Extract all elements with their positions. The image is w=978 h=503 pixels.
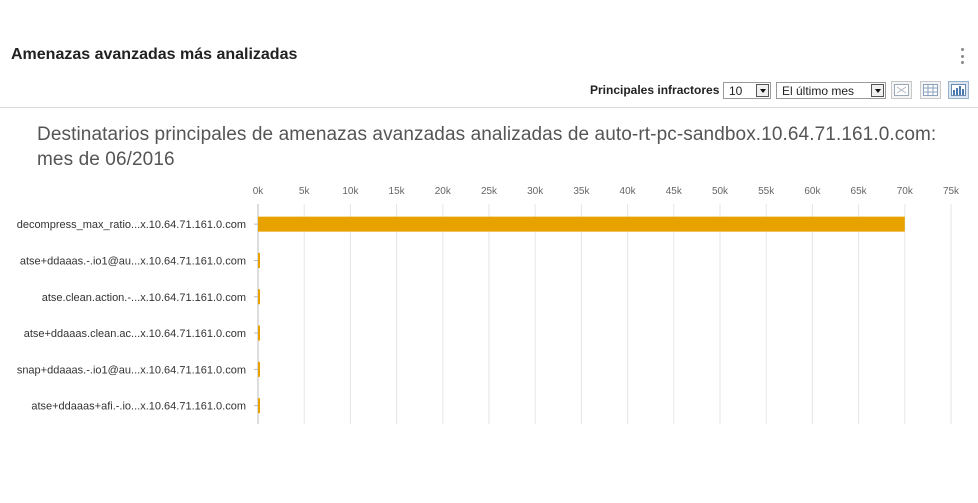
x-tick-label: 0k xyxy=(253,186,265,197)
x-tick-label: 25k xyxy=(481,186,498,197)
x-tick-label: 45k xyxy=(666,186,683,197)
x-tick-label: 75k xyxy=(943,186,960,197)
bar xyxy=(258,216,905,232)
x-tick-label: 70k xyxy=(897,186,914,197)
x-tick-label: 60k xyxy=(804,186,821,197)
category-label: decompress_max_ratio...x.10.64.71.161.0.… xyxy=(17,219,246,231)
category-label: atse.clean.action.-...x.10.64.71.161.0.c… xyxy=(42,292,246,304)
period-select[interactable]: El último mes xyxy=(776,82,886,99)
x-tick-label: 35k xyxy=(573,186,590,197)
grid-view-button[interactable] xyxy=(920,81,941,99)
x-tick-label: 30k xyxy=(527,186,544,197)
category-label: snap+ddaaas.-.io1@au...x.10.64.71.161.0.… xyxy=(17,364,246,376)
bar xyxy=(258,361,260,377)
chevron-down-icon xyxy=(871,84,884,97)
table-view-icon xyxy=(894,84,909,96)
bar-chart-view-button[interactable] xyxy=(948,81,969,99)
period-value: El último mes xyxy=(782,84,855,98)
header-divider xyxy=(0,107,978,108)
widget-title: Amenazas avanzadas más analizadas xyxy=(11,46,298,63)
chart-title: Destinatarios principales de amenazas av… xyxy=(37,124,937,170)
x-tick-label: 10k xyxy=(342,186,359,197)
x-tick-label: 50k xyxy=(712,186,729,197)
x-tick-label: 40k xyxy=(620,186,637,197)
more-options-icon[interactable] xyxy=(959,48,965,64)
top-count-value: 10 xyxy=(729,84,743,98)
x-tick-label: 65k xyxy=(851,186,868,197)
bar xyxy=(258,289,260,305)
top-offenders-label: Principales infractores xyxy=(590,83,720,97)
category-label: atse+ddaaas.clean.ac...x.10.64.71.161.0.… xyxy=(24,328,246,340)
grid-view-icon xyxy=(923,84,938,96)
bar xyxy=(258,252,260,268)
chevron-down-icon xyxy=(756,84,769,97)
top-count-select[interactable]: 10 xyxy=(723,82,771,99)
table-view-button[interactable] xyxy=(891,81,912,99)
chart-toolbar: Principales infractores 10 El último mes xyxy=(0,80,978,102)
x-tick-label: 15k xyxy=(389,186,406,197)
category-label: atse+ddaaas.-.io1@au...x.10.64.71.161.0.… xyxy=(20,255,246,267)
bar xyxy=(258,398,260,414)
bar xyxy=(258,325,260,341)
category-label: atse+ddaaas+afi.-.io...x.10.64.71.161.0.… xyxy=(31,401,246,413)
x-tick-label: 20k xyxy=(435,186,452,197)
bar-chart-view-icon xyxy=(951,84,966,96)
x-tick-label: 5k xyxy=(299,186,311,197)
x-tick-label: 55k xyxy=(758,186,775,197)
